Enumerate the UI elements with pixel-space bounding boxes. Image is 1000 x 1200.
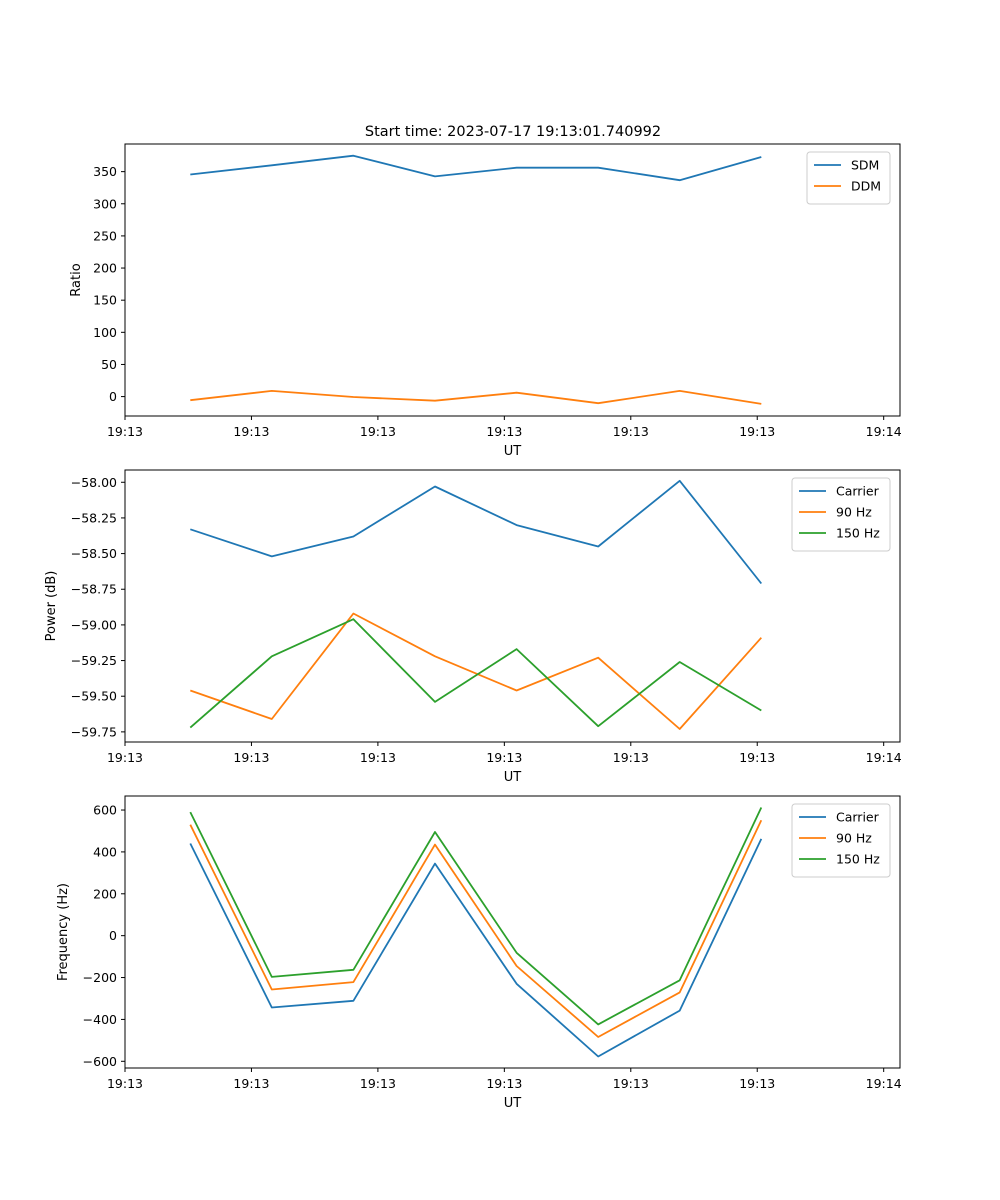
y-tick-label: 200 [93,261,117,276]
y-tick-label: 0 [109,928,117,943]
subplot-2: 19:13 19:13 19:13 19:13 19:13 19:13 19:14 −59.7… [44,469,902,785]
y-tick-label: 250 [93,228,117,243]
y-tick-label: −58.75 [71,582,117,597]
y-tick-label: −59.75 [71,724,117,739]
legend-label: DDM [851,179,881,194]
series-line-2-90-hz [190,612,762,730]
y-tick-label: 350 [93,164,117,179]
y-tick-label: −58.25 [71,510,117,525]
subplot-3: 19:13 19:13 19:13 19:13 19:13 19:13 19:14 −600 −… [56,795,902,1111]
legend-label: 90 Hz [836,831,872,846]
y-tick-label: 150 [93,293,117,308]
x-axis-label: UT [504,444,522,459]
x-tick-label: 19:13 [739,424,775,439]
x-tick-label: 19:13 [360,1076,396,1091]
y-tick-label: −200 [83,970,117,985]
subplot-1: 19:13 19:13 19:13 19:13 19:13 19:13 19:14 0 50 10… [69,143,902,459]
y-tick-label: 100 [93,325,117,340]
y-tick-label: −600 [83,1054,117,1069]
x-tick-label: 19:13 [486,750,522,765]
y-tick-label: −59.00 [71,617,117,632]
series-line-3-150-hz [189,807,763,1026]
x-tick-label: 19:14 [866,424,902,439]
x-tick-label: 19:13 [739,750,775,765]
subplots: 19:13 19:13 19:13 19:13 19:13 19:13 19:14 0 50 10… [44,143,902,1111]
x-axis-label: UT [504,1096,522,1111]
y-tick-label: 600 [93,803,117,818]
series-line-1-ddm [190,389,762,405]
y-tick-label: 300 [93,196,117,211]
y-tick-label: 400 [93,844,117,859]
x-tick-label: 19:13 [486,424,522,439]
legend-label: SDM [851,158,879,173]
y-axis-label: Ratio [69,263,84,296]
axes-frame [124,143,901,417]
legend-label: 90 Hz [836,505,872,520]
y-axis-label: Frequency (Hz) [56,883,71,981]
series-line-2-150-hz [189,618,762,729]
y-tick-label: −58.00 [71,475,117,490]
x-tick-label: 19:13 [107,424,143,439]
x-tick-label: 19:13 [613,750,649,765]
axes-frame [124,795,901,1069]
legend-label: Carrier [836,810,880,825]
y-axis-label: Power (dB) [44,571,59,642]
axes-frame [124,469,901,743]
x-tick-label: 19:13 [233,424,269,439]
x-tick-label: 19:13 [739,1076,775,1091]
series-line-1-sdm [190,154,762,182]
y-tick-label: 50 [101,357,117,372]
x-tick-label: 19:13 [233,1076,269,1091]
y-tick-label: 200 [93,886,117,901]
x-tick-label: 19:13 [107,1076,143,1091]
x-tick-label: 19:13 [107,750,143,765]
x-tick-label: 19:13 [360,750,396,765]
figure-title: Start time: 2023-07-17 19:13:01.740992 [365,124,661,140]
x-tick-label: 19:13 [486,1076,522,1091]
legend-label: 150 Hz [836,852,880,867]
x-tick-label: 19:13 [233,750,269,765]
x-axis-label: UT [504,770,522,785]
legend: Carrier 90 Hz 150 Hz [791,477,891,552]
x-tick-label: 19:14 [866,750,902,765]
x-tick-label: 19:13 [613,1076,649,1091]
x-tick-label: 19:13 [360,424,396,439]
legend-label: 150 Hz [836,526,880,541]
legend: Carrier 90 Hz 150 Hz [791,803,891,878]
y-tick-label: −400 [83,1012,117,1027]
x-tick-label: 19:14 [866,1076,902,1091]
legend-label: Carrier [836,484,880,499]
y-tick-label: −59.25 [71,653,117,668]
y-tick-label: −59.50 [71,689,117,704]
series-line-3-carrier [189,838,763,1058]
x-tick-label: 19:13 [613,424,649,439]
legend: SDM DDM [806,151,891,205]
y-tick-label: 0 [109,389,117,404]
series-line-2-carrier [190,479,763,585]
y-tick-label: −58.50 [71,546,117,561]
series-line-3-90-hz [189,819,763,1038]
